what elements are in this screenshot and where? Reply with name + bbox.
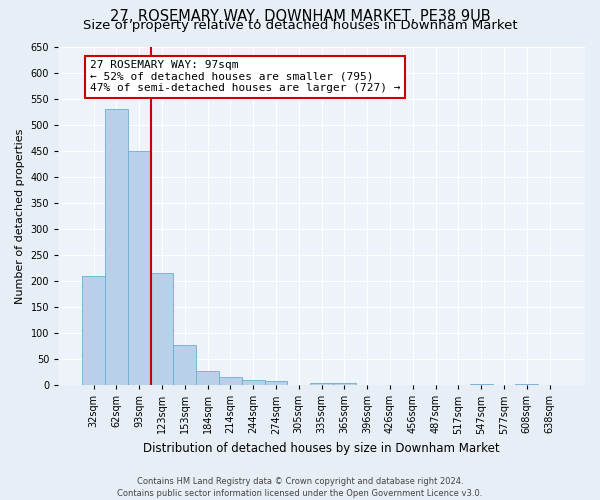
Text: Contains HM Land Registry data © Crown copyright and database right 2024.
Contai: Contains HM Land Registry data © Crown c… — [118, 476, 482, 498]
Bar — [219, 378, 242, 385]
Bar — [196, 370, 219, 385]
Bar — [310, 382, 333, 385]
Bar — [242, 380, 265, 385]
Bar — [105, 109, 128, 385]
Text: 27 ROSEMARY WAY: 97sqm
← 52% of detached houses are smaller (795)
47% of semi-de: 27 ROSEMARY WAY: 97sqm ← 52% of detached… — [90, 60, 400, 93]
X-axis label: Distribution of detached houses by size in Downham Market: Distribution of detached houses by size … — [143, 442, 500, 455]
Bar — [470, 384, 493, 385]
Bar — [82, 276, 105, 385]
Bar — [151, 273, 173, 385]
Bar — [515, 384, 538, 385]
Bar — [265, 381, 287, 385]
Bar — [173, 344, 196, 385]
Text: 27, ROSEMARY WAY, DOWNHAM MARKET, PE38 9UB: 27, ROSEMARY WAY, DOWNHAM MARKET, PE38 9… — [110, 9, 490, 24]
Y-axis label: Number of detached properties: Number of detached properties — [15, 128, 25, 304]
Bar — [128, 150, 151, 385]
Bar — [333, 382, 356, 385]
Text: Size of property relative to detached houses in Downham Market: Size of property relative to detached ho… — [83, 19, 517, 32]
